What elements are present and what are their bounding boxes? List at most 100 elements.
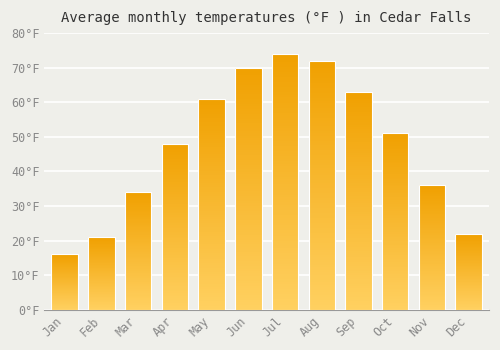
Bar — [382, 237, 408, 239]
Bar — [456, 265, 482, 266]
Bar — [125, 277, 152, 278]
Bar — [346, 122, 372, 125]
Bar — [235, 228, 262, 230]
Bar — [198, 168, 225, 170]
Bar — [382, 273, 408, 274]
Bar — [346, 188, 372, 190]
Bar — [308, 297, 335, 300]
Bar — [52, 298, 78, 299]
Bar — [235, 208, 262, 211]
Bar — [125, 237, 152, 238]
Bar — [308, 135, 335, 138]
Bar — [52, 276, 78, 277]
Bar — [198, 306, 225, 308]
Bar — [308, 240, 335, 243]
Bar — [382, 241, 408, 243]
Bar — [235, 257, 262, 259]
Bar — [235, 111, 262, 114]
Bar — [125, 225, 152, 226]
Bar — [418, 208, 445, 209]
Bar — [382, 290, 408, 292]
Bar — [125, 292, 152, 293]
Bar — [198, 152, 225, 154]
Bar — [198, 276, 225, 278]
Bar — [162, 237, 188, 238]
Bar — [456, 264, 482, 265]
Bar — [456, 306, 482, 307]
Bar — [52, 294, 78, 295]
Bar — [308, 228, 335, 230]
Bar — [346, 135, 372, 138]
Bar — [235, 85, 262, 87]
Bar — [125, 248, 152, 250]
Bar — [125, 259, 152, 260]
Bar — [456, 297, 482, 298]
Bar — [308, 178, 335, 180]
Bar — [382, 218, 408, 220]
Bar — [162, 170, 188, 172]
Bar — [308, 96, 335, 98]
Bar — [418, 233, 445, 234]
Bar — [272, 146, 298, 149]
Bar — [198, 196, 225, 198]
Bar — [346, 118, 372, 120]
Bar — [235, 302, 262, 305]
Bar — [198, 303, 225, 306]
Bar — [52, 266, 78, 267]
Bar — [308, 213, 335, 215]
Bar — [272, 259, 298, 261]
Bar — [198, 160, 225, 162]
Bar — [456, 250, 482, 251]
Bar — [346, 166, 372, 168]
Bar — [162, 252, 188, 253]
Bar — [382, 232, 408, 234]
Bar — [198, 120, 225, 122]
Bar — [272, 149, 298, 151]
Bar — [272, 215, 298, 218]
Bar — [235, 121, 262, 124]
Bar — [382, 252, 408, 253]
Bar — [162, 230, 188, 232]
Bar — [235, 143, 262, 145]
Bar — [125, 234, 152, 236]
Bar — [198, 295, 225, 297]
Bar — [235, 189, 262, 191]
Bar — [235, 273, 262, 276]
Bar — [272, 223, 298, 225]
Bar — [456, 277, 482, 278]
Bar — [235, 237, 262, 239]
Bar — [125, 251, 152, 252]
Bar — [418, 288, 445, 290]
Bar — [346, 308, 372, 310]
Bar — [198, 149, 225, 152]
Bar — [235, 140, 262, 143]
Bar — [162, 260, 188, 261]
Bar — [125, 280, 152, 281]
Bar — [418, 214, 445, 215]
Bar — [272, 202, 298, 205]
Bar — [308, 260, 335, 262]
Bar — [382, 262, 408, 264]
Bar — [198, 200, 225, 202]
Bar — [382, 220, 408, 222]
Bar — [125, 218, 152, 219]
Bar — [272, 64, 298, 67]
Bar — [382, 176, 408, 177]
Bar — [125, 241, 152, 243]
Bar — [235, 198, 262, 201]
Bar — [198, 293, 225, 295]
Bar — [125, 240, 152, 241]
Bar — [418, 300, 445, 301]
Bar — [198, 230, 225, 232]
Bar — [52, 288, 78, 289]
Bar — [88, 262, 115, 263]
Bar — [418, 269, 445, 270]
Bar — [198, 143, 225, 145]
Bar — [418, 244, 445, 245]
Title: Average monthly temperatures (°F ) in Cedar Falls: Average monthly temperatures (°F ) in Ce… — [62, 11, 472, 25]
Bar — [272, 79, 298, 82]
Bar — [456, 269, 482, 270]
Bar — [125, 304, 152, 305]
Bar — [235, 128, 262, 131]
Bar — [52, 299, 78, 300]
